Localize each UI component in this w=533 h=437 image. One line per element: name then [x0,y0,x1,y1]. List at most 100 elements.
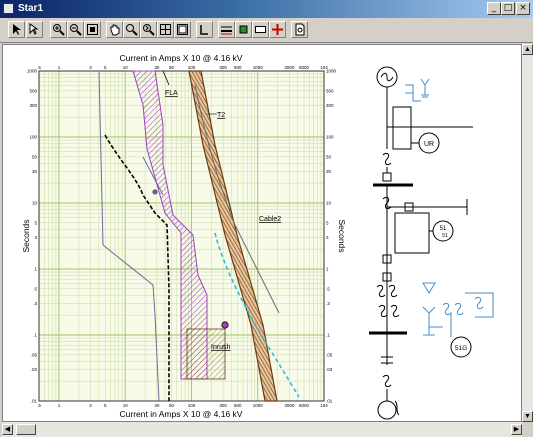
x-tick-label-bottom: 300 [219,403,227,408]
toolbar [0,18,533,43]
fla-marker [162,70,170,86]
pointer-tool-icon[interactable] [8,21,25,38]
y-tick-label-left: 100 [29,135,37,140]
wye-ground-icon [420,78,430,95]
relay-curve-upper[interactable] [98,70,160,402]
zoom-window-icon[interactable] [123,21,140,38]
x-tick-label-top: 100 [188,65,196,70]
grid-icon[interactable] [157,21,174,38]
print-preview-icon[interactable] [291,21,308,38]
cable-symbol[interactable] [381,356,393,364]
x-tick-label-bottom: 30 [154,403,160,408]
line-style-icon[interactable] [218,21,235,38]
x-tick-label-top: 3000 [284,65,295,70]
transformer-secondary-icon[interactable] [378,304,388,318]
x-tick-label-bottom: 3 [89,403,92,408]
scroll-thumb-horizontal[interactable] [16,424,36,435]
add-device-icon[interactable] [269,21,286,38]
relay-51-label: 51 [440,226,447,232]
x-tick-label-bottom: 500 [234,403,242,408]
zoom-fit-icon[interactable] [84,21,101,38]
x-tick-label-top: 500 [234,65,242,70]
plot-frame [38,70,325,402]
pan-hand-icon[interactable] [106,21,123,38]
zoom-previous-icon[interactable] [140,21,157,38]
x-tick-label-top: 10 [123,65,129,70]
wye-symbol-icon [422,306,436,321]
y-tick-label-left: .01 [31,399,38,404]
y-tick-label-right: .01 [326,399,333,404]
y-tick-label-left: .3 [33,301,37,306]
text-tool-icon[interactable] [196,21,213,38]
y-tick-label-left: 1000 [27,69,38,74]
right-axis-title: Seconds [337,219,347,252]
y-tick-label-left: .5 [33,286,37,291]
fill-color-icon[interactable] [235,21,252,38]
x-tick-label-bottom: 5 [104,403,107,408]
t2-label: T2 [217,112,225,119]
x-tick-label-top: 5 [104,65,107,70]
motor-icon[interactable] [377,400,397,420]
inrush-point[interactable] [221,321,229,329]
relay-51-curve[interactable] [214,232,300,398]
fla-label: FLA [165,90,178,97]
y-tick-label-left: 300 [29,103,37,108]
border-icon[interactable] [252,21,269,38]
scroll-right-icon[interactable]: ▶ [511,424,522,435]
maximize-button[interactable]: □ [501,2,515,15]
frame-icon[interactable] [174,21,191,38]
zoom-in-icon[interactable] [50,21,67,38]
x-tick-label-bottom: 1000 [253,403,264,408]
tcc-canvas[interactable]: .5 .5 1 1 3 3 5 5 10 10 30 30 50 50 100 100 300 300 500 500… [2,44,522,422]
y-tick-label-right: 5 [326,220,329,225]
y-tick-label-left: 5 [34,220,37,225]
breaker-symbol[interactable] [382,172,392,182]
x-tick-label-bottom: 100 [188,403,196,408]
relay-51-sublabel: 51 [442,233,448,239]
t2-transformer-curve[interactable] [194,84,280,314]
vertical-scrollbar[interactable]: ▲ ▼ [522,44,533,422]
x-tick-label-top: 300 [219,65,227,70]
x-tick-label-bottom: 3000 [284,403,295,408]
relay-51g-icon[interactable] [450,336,472,358]
tcc-plot[interactable]: .5 .5 1 1 3 3 5 5 10 10 30 30 50 50 100 100 300 300 500 500… [3,45,521,421]
x-tick-label-bottom: 104 [320,403,328,408]
title-bar: Star1 _ □ × [0,0,533,18]
window-title: Star1 [18,3,44,14]
inrush-region[interactable] [186,328,226,380]
fuse-curve-band[interactable] [132,70,208,380]
y-tick-label-left: 500 [29,88,37,93]
y-tick-label-left: 10 [32,201,38,206]
relay-marker-point[interactable] [152,189,158,195]
inrush-label: Inrush [211,344,231,351]
scroll-up-icon[interactable]: ▲ [522,44,533,55]
transformer-primary-icon[interactable] [376,284,386,298]
cable2-label: Cable2 [259,216,281,223]
breaker-upper[interactable] [392,106,412,150]
relay-51g-label: 51G [455,345,467,352]
motor-start-curve[interactable] [104,134,170,401]
x-tick-label-bottom: 5000 [299,403,310,408]
y-tick-label-right: 1 [326,267,329,272]
horizontal-scrollbar[interactable]: ◀ ▶ [2,422,522,437]
breaker-lower[interactable] [394,212,430,254]
x-tick-label-top: 5000 [299,65,310,70]
minimize-button[interactable]: _ [487,2,501,15]
y-tick-label-right: 10 [326,201,332,206]
y-tick-label-left: 3 [34,235,37,240]
scroll-down-icon[interactable]: ▼ [522,411,533,422]
oneline-diagram: UR 51 51 [369,66,494,420]
select-tool-icon[interactable] [26,21,43,38]
y-tick-label-right: 300 [326,103,334,108]
scroll-left-icon[interactable]: ◀ [2,424,13,435]
delta-symbol-icon [422,282,436,294]
y-tick-label-right: 500 [326,88,334,93]
y-tick-label-right: 1000 [326,69,337,74]
top-axis-title: Current in Amps X 10 @ 4.16 kV [120,53,243,63]
y-tick-label-right: .5 [326,286,330,291]
y-tick-label-right: 100 [326,135,334,140]
x-tick-label-top: 50 [169,65,175,70]
zoom-out-icon[interactable] [67,21,84,38]
close-button[interactable]: × [516,2,530,15]
y-tick-label-right: .03 [326,367,333,372]
